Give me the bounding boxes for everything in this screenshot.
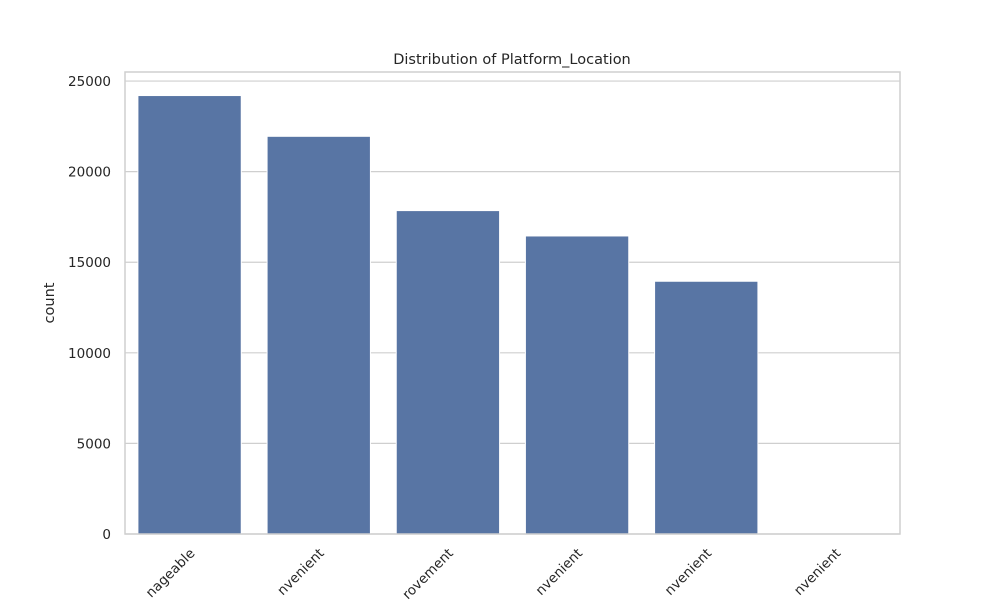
y-tick-labels: 0 5000 10000 15000 20000 25000 xyxy=(68,74,111,543)
x-tick-label: nvenient xyxy=(533,546,586,599)
x-tick-label: nvenient xyxy=(791,546,844,599)
x-tick-label: nvenient xyxy=(662,546,715,599)
y-tick-label: 0 xyxy=(102,527,111,543)
chart-title: Distribution of Platform_Location xyxy=(393,52,631,68)
bar-4 xyxy=(654,280,759,535)
y-tick-label: 10000 xyxy=(68,346,111,362)
y-axis-label: count xyxy=(42,282,58,323)
y-tick-label: 15000 xyxy=(68,255,111,271)
bar-3 xyxy=(524,235,630,535)
x-tick-label: rovement xyxy=(399,546,456,600)
bar-2 xyxy=(395,210,501,535)
y-tick-label: 25000 xyxy=(68,74,111,90)
x-tick-label: nageable xyxy=(143,546,199,600)
bar-0 xyxy=(137,95,242,535)
y-tick-label: 20000 xyxy=(68,165,111,181)
x-tick-label: nvenient xyxy=(274,546,327,599)
bar-1 xyxy=(266,135,371,535)
x-tick-labels: nageable nvenient rovement nvenient nvenient… xyxy=(143,546,844,600)
plot-frame xyxy=(124,71,901,535)
y-tick-label: 5000 xyxy=(77,436,111,452)
bars xyxy=(137,95,759,535)
